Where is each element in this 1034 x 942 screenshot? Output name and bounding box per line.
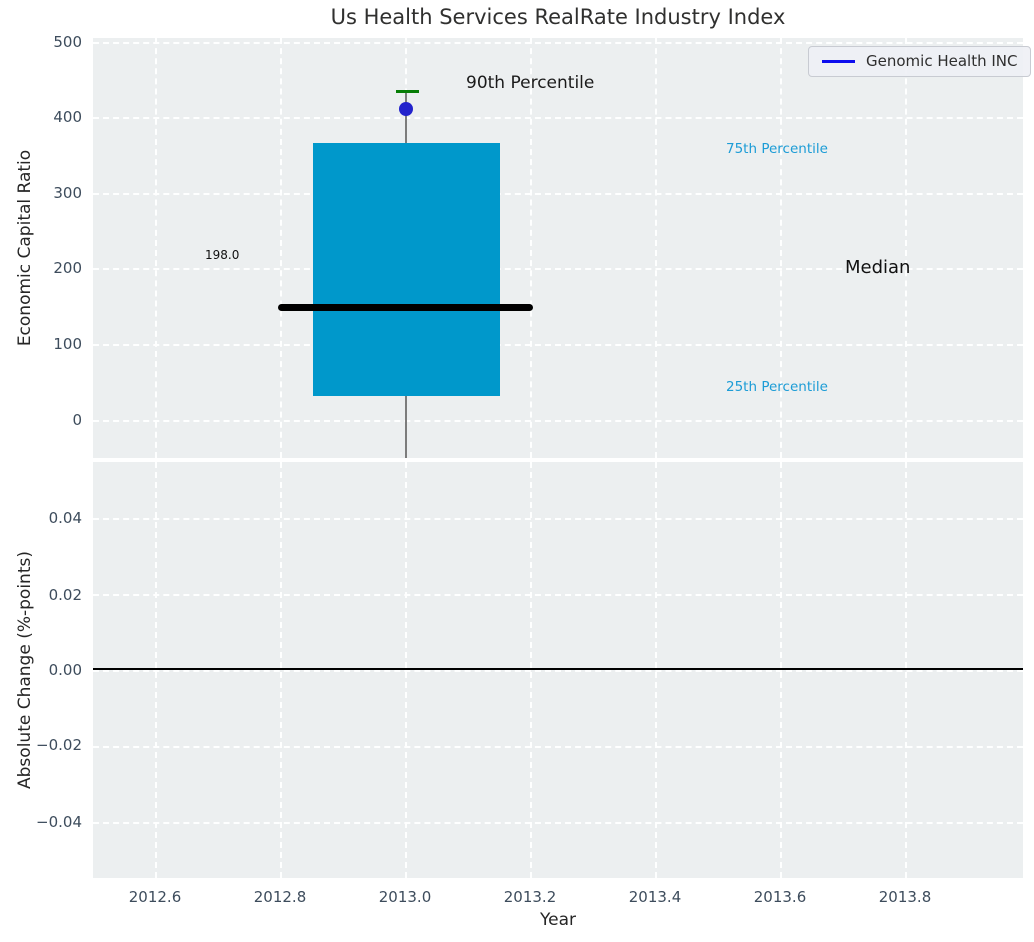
top-ylabel: Economic Capital Ratio xyxy=(15,149,35,347)
gridline xyxy=(155,38,157,458)
median-line xyxy=(278,304,533,311)
interquartile-box xyxy=(313,143,500,396)
xlabel: Year xyxy=(540,910,576,930)
ytick-label: 300 xyxy=(53,184,82,202)
percentile-90-cap xyxy=(396,90,419,93)
gridline xyxy=(905,38,907,458)
label-75th-percentile: 75th Percentile xyxy=(726,141,828,157)
ytick-label: 200 xyxy=(53,259,82,277)
legend: Genomic Health INC xyxy=(808,46,1032,77)
gridline xyxy=(780,38,782,458)
label-median: Median xyxy=(845,257,911,278)
ytick-label: 500 xyxy=(53,33,82,51)
ytick-label: 0.04 xyxy=(48,509,82,527)
xtick-label: 2013.4 xyxy=(628,888,682,906)
xtick-label: 2013.6 xyxy=(753,888,807,906)
ytick-label: −0.04 xyxy=(36,813,82,831)
chart-title: Us Health Services RealRate Industry Ind… xyxy=(330,5,786,29)
gridline xyxy=(280,38,282,458)
gridline xyxy=(93,268,1023,270)
ytick-label: 0 xyxy=(72,411,82,429)
top-subplot: 90th Percentile 198.0 75th Percentile Me… xyxy=(93,38,1023,458)
xtick-label: 2013.8 xyxy=(878,888,932,906)
xtick-label: 2013.0 xyxy=(378,888,432,906)
gridline xyxy=(93,670,1023,672)
xtick-label: 2012.8 xyxy=(253,888,307,906)
xtick-label: 2013.2 xyxy=(503,888,557,906)
legend-line-sample xyxy=(822,59,855,63)
ytick-label: 0.02 xyxy=(48,586,82,604)
label-25th-percentile: 25th Percentile xyxy=(726,379,828,395)
gridline xyxy=(93,594,1023,596)
bottom-ylabel: Absolute Change (%-points) xyxy=(15,551,35,789)
gridline xyxy=(93,420,1023,422)
bottom-subplot xyxy=(93,462,1023,878)
xtick-label: 2012.6 xyxy=(128,888,182,906)
gridline xyxy=(655,38,657,458)
gridline xyxy=(93,117,1023,119)
gridline xyxy=(93,42,1023,44)
gridline xyxy=(93,746,1023,748)
zero-baseline xyxy=(93,668,1023,670)
gridline xyxy=(93,344,1023,346)
ytick-label: 0.00 xyxy=(48,661,82,679)
ytick-label: −0.02 xyxy=(36,736,82,754)
legend-label: Genomic Health INC xyxy=(866,52,1018,70)
gridline xyxy=(530,38,532,458)
gridline xyxy=(93,822,1023,824)
label-90th-percentile: 90th Percentile xyxy=(466,73,595,93)
ytick-label: 400 xyxy=(53,108,82,126)
ytick-label: 100 xyxy=(53,335,82,353)
gridline xyxy=(93,193,1023,195)
company-data-point xyxy=(399,102,413,116)
label-median-value: 198.0 xyxy=(205,248,240,262)
gridline xyxy=(93,518,1023,520)
